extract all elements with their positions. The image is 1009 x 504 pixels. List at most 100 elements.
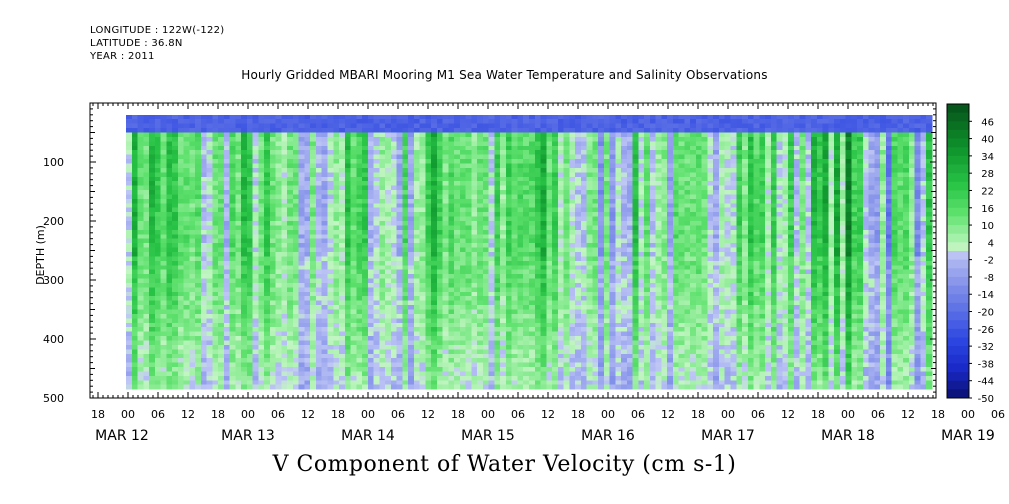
y-axis-label: DEPTH (m) [34, 225, 47, 285]
x-tick-label: 18 [691, 408, 705, 421]
colorbar-label: 40 [981, 135, 994, 146]
x-tick-label: 12 [901, 408, 915, 421]
colorbar: 46 40 34 28 22 16 10 4 -2 -8 -14 -20 -26 -32 -38 -44 -50 [946, 103, 994, 405]
x-tick-label: 06 [391, 408, 405, 421]
colorbar-label: -20 [978, 308, 994, 319]
x-tick-label: 12 [541, 408, 555, 421]
colorbar-bin [947, 216, 969, 226]
y-tick-label: 400 [43, 333, 64, 346]
colorbar-bin [947, 225, 969, 235]
x-tick-label: 06 [631, 408, 645, 421]
x-tick-label: 18 [211, 408, 225, 421]
x-tick-label: 06 [271, 408, 285, 421]
year-label: YEAR : 2011 [90, 51, 155, 62]
latitude-label: LATITUDE : 36.8N [90, 38, 183, 49]
colorbar-bin [947, 190, 969, 200]
x-tick-label: 12 [781, 408, 795, 421]
y-tick-label: 300 [43, 274, 64, 287]
x-tick-label: 00 [961, 408, 975, 421]
x-day-label: MAR 13 [221, 428, 275, 444]
colorbar-bin [947, 363, 969, 373]
colorbar-bin [947, 302, 969, 312]
x-tick-label: 12 [661, 408, 675, 421]
colorbar-bin [947, 268, 969, 278]
colorbar-bin [947, 320, 969, 330]
colorbar-bin [947, 372, 969, 382]
y-tick-label: 500 [43, 392, 64, 405]
colorbar-bin [947, 129, 969, 139]
x-tick-label: 18 [451, 408, 465, 421]
colorbar-bin [947, 104, 969, 114]
colorbar-bin [947, 207, 969, 217]
colorbar-label: -14 [978, 290, 994, 301]
x-day-label: MAR 16 [581, 428, 635, 444]
x-tick-label: 06 [511, 408, 525, 421]
y-tick-label: 100 [43, 156, 64, 169]
colorbar-bin [947, 233, 969, 243]
x-tick-label: 00 [841, 408, 855, 421]
colorbar-label: 28 [981, 169, 994, 180]
x-day-label: MAR 17 [701, 428, 755, 444]
y-tick-label: 200 [43, 215, 64, 228]
x-tick-label: 00 [121, 408, 135, 421]
colorbar-label: -8 [984, 273, 994, 284]
colorbar-bin [947, 259, 969, 269]
x-tick-label: 18 [91, 408, 105, 421]
colorbar-bin [947, 337, 969, 347]
x-tick-label: 00 [241, 408, 255, 421]
colorbar-label: 34 [981, 152, 994, 163]
x-tick-label: 00 [361, 408, 375, 421]
x-tick-label: 06 [151, 408, 165, 421]
colorbar-bin [947, 389, 969, 399]
colorbar-bin [947, 121, 969, 131]
x-tick-label: 06 [871, 408, 885, 421]
colorbar-label: -44 [978, 377, 994, 388]
x-tick-label: 18 [811, 408, 825, 421]
x-tick-label: 00 [721, 408, 735, 421]
colorbar-bin [947, 138, 969, 148]
colorbar-bin [947, 155, 969, 165]
colorbar-bin [947, 380, 969, 390]
x-tick-label: 06 [991, 408, 1005, 421]
colorbar-label: -38 [978, 359, 994, 370]
x-tick-label: 06 [751, 408, 765, 421]
colorbar-bin [947, 242, 969, 252]
x-day-label: MAR 19 [941, 428, 995, 444]
x-tick-label: 12 [301, 408, 315, 421]
x-tick-label: 00 [601, 408, 615, 421]
colorbar-label: -26 [978, 325, 994, 336]
x-day-label: MAR 12 [95, 428, 149, 444]
colorbar-label: 46 [981, 117, 994, 128]
colorbar-bin [947, 354, 969, 364]
longitude-label: LONGITUDE : 122W(-122) [90, 25, 225, 36]
colorbar-bin [947, 199, 969, 209]
chart-title: Hourly Gridded MBARI Mooring M1 Sea Wate… [241, 68, 768, 82]
colorbar-bin [947, 294, 969, 304]
colorbar-bin [947, 311, 969, 321]
colorbar-bin [947, 112, 969, 122]
x-day-label: MAR 15 [461, 428, 515, 444]
colorbar-bin [947, 181, 969, 191]
colorbar-bin [947, 285, 969, 295]
colorbar-label: -32 [978, 342, 994, 353]
x-tick-label: 18 [931, 408, 945, 421]
colorbar-bin [947, 346, 969, 356]
x-day-label: MAR 18 [821, 428, 875, 444]
colorbar-label: 10 [981, 221, 994, 232]
velocity-heatmap-chart: 18 00 06 12 18 00 06 12 18 00 06 12 18 00 06 12 18 00 06 12… [34, 102, 1005, 444]
colorbar-frame [946, 103, 970, 399]
x-tick-label: 18 [331, 408, 345, 421]
x-tick-label: 12 [421, 408, 435, 421]
colorbar-bin [947, 328, 969, 338]
colorbar-label: 16 [981, 204, 994, 215]
x-day-label: MAR 14 [341, 428, 395, 444]
colorbar-bin [947, 251, 969, 261]
colorbar-label: -2 [984, 256, 994, 267]
x-tick-label: 18 [571, 408, 585, 421]
colorbar-bin [947, 164, 969, 174]
variable-title: V Component of Water Velocity (cm s-1) [272, 452, 737, 477]
colorbar-bin [947, 147, 969, 157]
x-tick-label: 12 [181, 408, 195, 421]
colorbar-label: 22 [981, 186, 994, 197]
colorbar-label: -50 [978, 394, 994, 405]
